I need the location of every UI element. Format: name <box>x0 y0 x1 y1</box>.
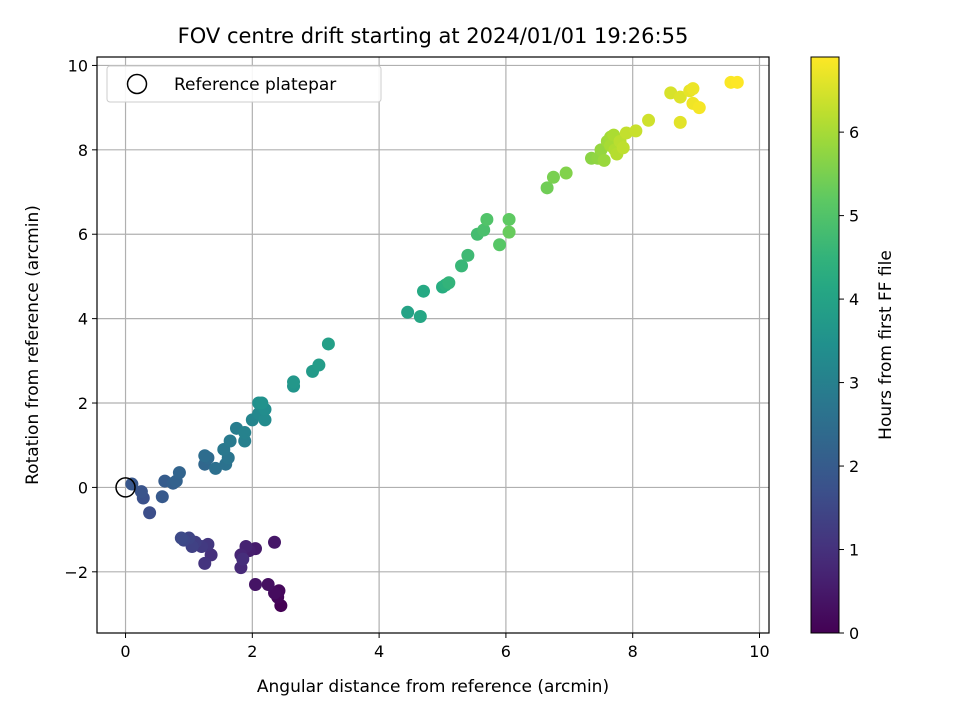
colorbar-tick-label: 1 <box>849 541 859 560</box>
data-point <box>673 90 687 104</box>
plot-frame <box>96 56 770 634</box>
x-axis-ticks: 0 2 4 6 8 10 <box>120 633 770 661</box>
reference-platepar-marker <box>115 477 136 498</box>
x-axis-label: Angular distance from reference (arcmin) <box>257 677 609 697</box>
data-point <box>287 375 301 389</box>
y-tick-label: −2 <box>64 563 88 582</box>
colorbar-label: Hours from first FF file <box>876 250 896 440</box>
y-axis-label: Rotation from reference (arcmin) <box>23 205 43 485</box>
colorbar-tick-label: 4 <box>849 290 859 309</box>
data-point <box>248 577 262 591</box>
data-point <box>321 337 335 351</box>
x-tick-label: 6 <box>501 642 511 661</box>
data-point <box>198 556 212 570</box>
data-point <box>416 284 430 298</box>
data-point <box>616 141 630 155</box>
x-tick-label: 2 <box>247 642 257 661</box>
data-point <box>546 170 560 184</box>
grid-lines <box>97 57 769 633</box>
legend-entry-reference: Reference platepar <box>174 75 336 95</box>
data-point <box>255 396 269 410</box>
colorbar-ticks: 0 1 2 3 4 5 6 <box>839 123 859 643</box>
data-point <box>730 75 744 89</box>
data-point <box>442 276 456 290</box>
x-tick-label: 0 <box>120 642 130 661</box>
data-point <box>143 506 157 520</box>
data-point <box>642 113 656 127</box>
y-tick-label: 6 <box>78 225 88 244</box>
y-tick-label: 2 <box>78 394 88 413</box>
x-tick-label: 10 <box>749 642 769 661</box>
y-tick-label: 4 <box>78 310 88 329</box>
x-tick-label: 8 <box>628 642 638 661</box>
data-point <box>455 259 469 273</box>
data-point <box>477 223 491 237</box>
data-point <box>401 305 415 319</box>
colorbar <box>810 56 840 634</box>
data-point <box>502 225 516 239</box>
data-point <box>493 238 507 252</box>
reference-marker-layer <box>115 477 136 498</box>
y-axis-ticks: −2 0 2 4 6 8 10 <box>64 56 97 582</box>
colorbar-tick-label: 6 <box>849 123 859 142</box>
data-point <box>238 426 252 440</box>
colorbar-tick-label: 5 <box>849 207 859 226</box>
data-point <box>261 577 275 591</box>
data-point <box>236 552 250 566</box>
data-point <box>155 490 169 504</box>
y-tick-label: 8 <box>78 141 88 160</box>
colorbar-tick-label: 3 <box>849 374 859 393</box>
data-point <box>597 153 611 167</box>
data-point <box>629 124 643 138</box>
data-point <box>686 82 700 96</box>
legend-box <box>106 65 382 103</box>
data-point <box>172 466 186 480</box>
chart-title: FOV centre drift starting at 2024/01/01 … <box>178 24 689 48</box>
data-point <box>223 434 237 448</box>
legend: Reference platepar <box>106 65 382 103</box>
colorbar-tick-label: 2 <box>849 457 859 476</box>
data-point <box>209 461 223 475</box>
y-tick-label: 0 <box>78 478 88 497</box>
data-point <box>258 413 272 427</box>
data-point <box>413 310 427 324</box>
data-point <box>198 449 212 463</box>
y-tick-label: 10 <box>68 56 88 75</box>
data-point <box>540 181 554 195</box>
data-point <box>480 212 494 226</box>
data-point <box>134 485 148 499</box>
data-point <box>312 358 326 372</box>
data-point <box>692 101 706 115</box>
x-tick-label: 4 <box>374 642 384 661</box>
data-point <box>268 535 282 549</box>
data-point <box>461 248 475 262</box>
data-point <box>502 212 516 226</box>
legend-reference-marker <box>126 73 148 95</box>
data-points <box>125 75 744 613</box>
data-point <box>174 531 188 545</box>
colorbar-tick-label: 0 <box>849 624 859 643</box>
data-point <box>559 166 573 180</box>
data-point <box>673 115 687 129</box>
